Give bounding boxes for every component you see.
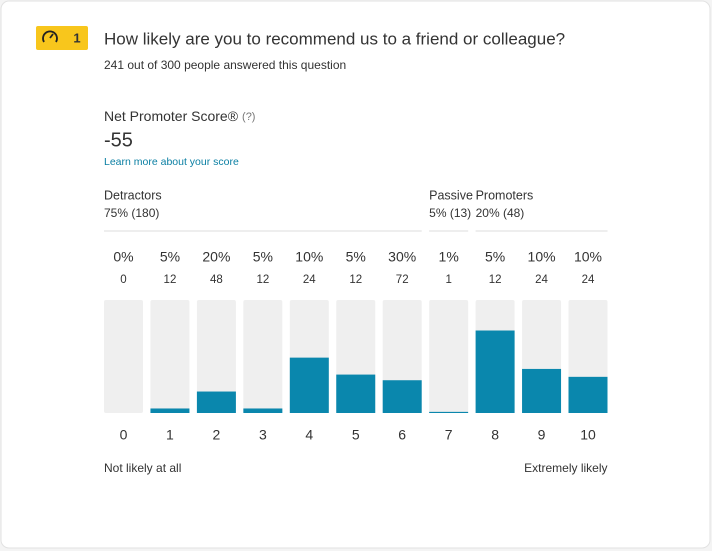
percent-label: 10%: [295, 249, 323, 265]
percent-label: 10%: [574, 249, 602, 265]
start-label: Not likely at all: [104, 461, 181, 475]
bar: [522, 368, 562, 413]
bar: [243, 408, 283, 413]
question-subtitle: 241 out of 300 people answered this ques…: [104, 58, 346, 72]
count-label: 24: [535, 274, 548, 286]
x-tick-label: 9: [538, 427, 546, 443]
end-label: Extremely likely: [524, 461, 607, 475]
x-tick-label: 10: [580, 427, 596, 443]
percent-label: 20%: [202, 249, 230, 265]
percent-label: 0%: [113, 249, 133, 265]
bar-track: [243, 300, 283, 413]
bar-track: [104, 300, 143, 413]
x-tick-label: 3: [259, 427, 267, 443]
count-label: 12: [164, 274, 177, 286]
x-tick-label: 1: [166, 427, 174, 443]
percent-label: 1%: [439, 249, 459, 265]
nps-score: -55: [104, 129, 133, 151]
question-number: 1: [73, 30, 80, 45]
percent-label: 10%: [528, 249, 556, 265]
count-label: 72: [396, 274, 409, 286]
percent-label: 5%: [346, 249, 366, 265]
group-name: Detractors: [104, 188, 162, 202]
count-label: 24: [582, 274, 595, 286]
bar: [568, 376, 608, 413]
question-title: How likely are you to recommend us to a …: [104, 29, 565, 48]
nps-link[interactable]: Learn more about your score: [104, 156, 239, 168]
x-tick-label: 0: [120, 427, 128, 443]
bar: [382, 380, 422, 413]
badge-icon: [42, 30, 58, 43]
nps-label: Net Promoter Score® (?): [104, 108, 255, 124]
bar: [196, 391, 236, 413]
bar: [150, 408, 190, 413]
count-label: 12: [489, 274, 502, 286]
group-summary: 75% (180): [104, 206, 159, 220]
count-label: 24: [303, 274, 316, 286]
percent-label: 5%: [253, 249, 273, 265]
x-tick-label: 6: [398, 427, 406, 443]
percent-label: 5%: [160, 249, 180, 265]
count-label: 1: [445, 274, 451, 286]
count-label: 12: [256, 274, 269, 286]
nps-label-text: Net Promoter Score®: [104, 108, 239, 124]
bar: [475, 330, 515, 413]
bar: [336, 374, 376, 413]
count-label: 12: [349, 274, 362, 286]
bar-track: [429, 300, 469, 413]
bar: [289, 357, 329, 413]
group-summary: 20% (48): [476, 206, 525, 220]
group-name: Passive: [429, 188, 473, 202]
x-tick-label: 8: [491, 427, 499, 443]
bar-track: [150, 300, 190, 413]
group-name: Promoters: [476, 188, 534, 202]
x-tick-label: 7: [445, 427, 453, 443]
count-label: 0: [120, 274, 126, 286]
percent-label: 5%: [485, 249, 505, 265]
nps-help[interactable]: (?): [242, 111, 255, 123]
count-label: 48: [210, 274, 223, 286]
percent-label: 30%: [388, 249, 416, 265]
x-tick-label: 4: [305, 427, 313, 443]
bar: [429, 411, 469, 413]
x-tick-label: 5: [352, 427, 360, 443]
group-summary: 5% (13): [429, 206, 471, 220]
bar-track: [196, 300, 236, 413]
x-tick-label: 2: [213, 427, 221, 443]
